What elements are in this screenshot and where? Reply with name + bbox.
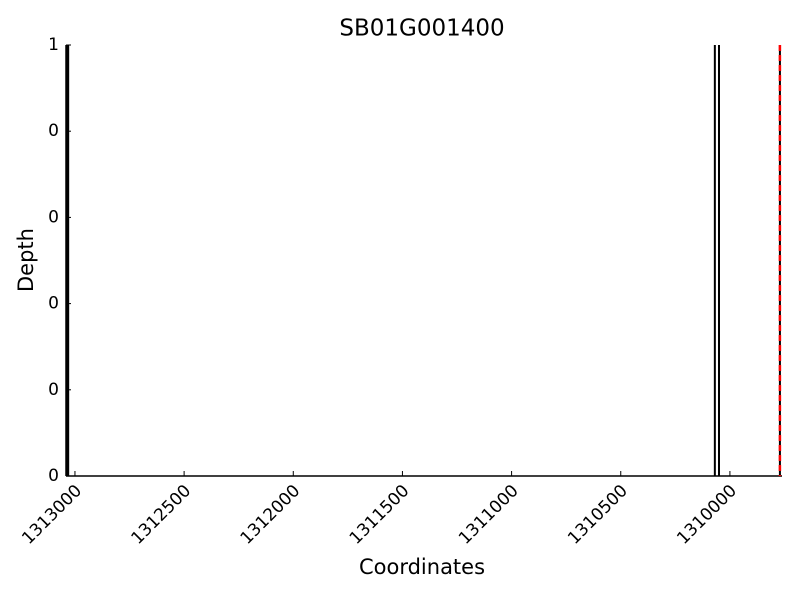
x-tick-label: 1311500	[346, 481, 414, 549]
y-tick-label: 0	[48, 121, 59, 141]
chart-title: SB01G001400	[339, 16, 504, 42]
x-tick-label: 1313000	[18, 481, 86, 549]
x-tick-label: 1312000	[237, 481, 305, 549]
x-tick-label: 1310500	[564, 481, 632, 549]
y-axis-label: Depth	[14, 228, 38, 292]
y-tick-label: 0	[48, 466, 59, 486]
y-tick-label: 0	[48, 207, 59, 227]
y-tick-label: 1	[48, 35, 59, 55]
x-axis-label: Coordinates	[359, 555, 485, 579]
y-tick-label: 0	[48, 380, 59, 400]
x-tick-label: 1312500	[127, 481, 195, 549]
x-tick-label: 1310000	[673, 481, 741, 549]
x-tick-label: 1311000	[455, 481, 523, 549]
y-tick-label: 0	[48, 294, 59, 314]
